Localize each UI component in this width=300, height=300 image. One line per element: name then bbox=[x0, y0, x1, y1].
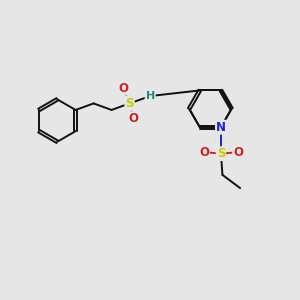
Text: S: S bbox=[217, 147, 225, 160]
Text: O: O bbox=[199, 146, 209, 159]
Text: S: S bbox=[125, 97, 134, 110]
Text: H: H bbox=[146, 91, 155, 101]
Text: O: O bbox=[233, 146, 243, 159]
Text: N: N bbox=[216, 121, 226, 134]
Text: O: O bbox=[128, 112, 138, 125]
Text: O: O bbox=[118, 82, 128, 94]
